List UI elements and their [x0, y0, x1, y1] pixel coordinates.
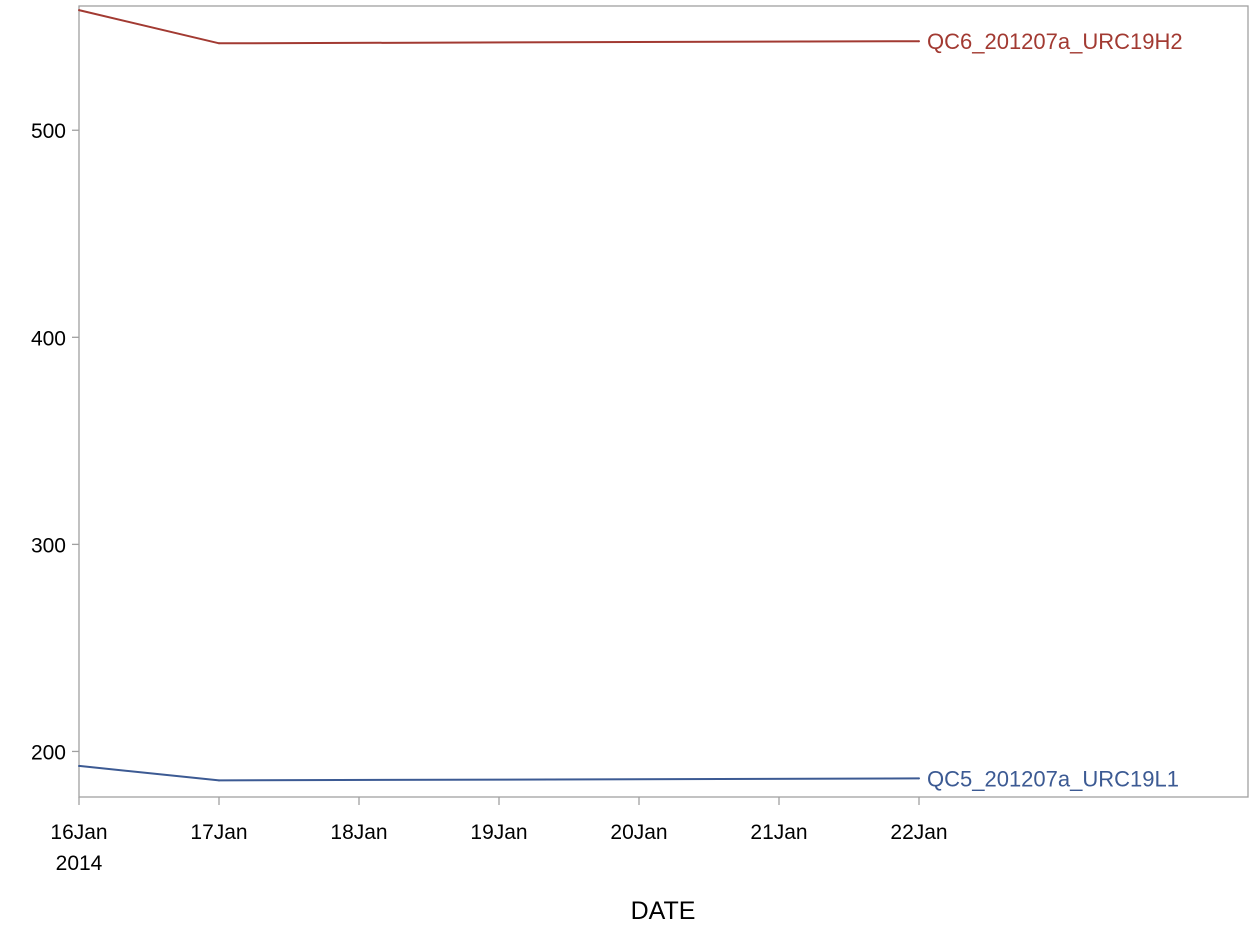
- y-tick-label: 500: [31, 120, 66, 143]
- x-tick-label: 17Jan: [190, 821, 247, 844]
- x-tick-label: 19Jan: [470, 821, 527, 844]
- series-line: [78, 9, 920, 45]
- data-point: [218, 779, 220, 782]
- plot-frame: [78, 5, 1249, 798]
- x-tick-label: 18Jan: [330, 821, 387, 844]
- x-tick-label: 16Jan: [50, 821, 107, 844]
- x-tick-year-label: 2014: [56, 852, 103, 875]
- x-axis: 16Jan 17Jan 18Jan 19Jan 20Jan 21Jan 22Jan 2014: [50, 797, 948, 875]
- y-axis: 200 300 400 500: [31, 120, 79, 764]
- series-line: [78, 764, 920, 782]
- y-tick-label: 300: [31, 534, 66, 557]
- series-label: QC5_201207a_URC19L1: [927, 766, 1179, 791]
- data-point: [218, 42, 220, 45]
- x-tick-label: 21Jan: [750, 821, 807, 844]
- x-tick-label: 20Jan: [610, 821, 667, 844]
- series-layer: QC6_201207a_URC19H2 QC5_201207a_URC19L1: [78, 9, 1183, 791]
- data-point: [78, 9, 80, 12]
- data-point: [918, 40, 920, 43]
- series-label: QC6_201207a_URC19H2: [927, 29, 1183, 54]
- y-tick-label: 400: [31, 327, 66, 350]
- x-axis-title: DATE: [631, 897, 696, 925]
- x-tick-label: 22Jan: [890, 821, 947, 844]
- y-tick-label: 200: [31, 741, 66, 764]
- data-point: [918, 777, 920, 780]
- data-point: [78, 764, 80, 767]
